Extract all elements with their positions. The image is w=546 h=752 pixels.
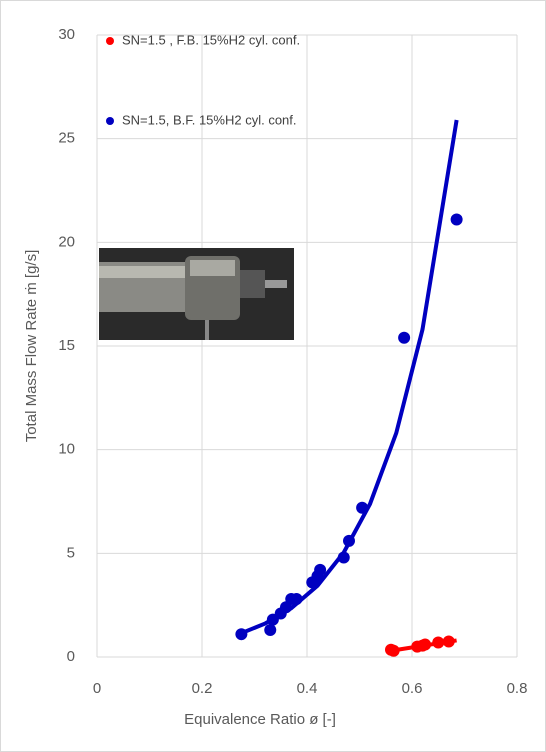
- data-point: [432, 636, 445, 649]
- legend-marker: [106, 117, 114, 125]
- data-point: [450, 213, 463, 226]
- photo: [99, 248, 294, 340]
- data-point: [264, 624, 277, 637]
- y-axis-title: Total Mass Flow Rate ṁ [g/s]: [23, 250, 40, 443]
- legend-label: SN=1.5 , F.B. 15%H2 cyl. conf.: [122, 32, 300, 47]
- y-tick-label: 30: [58, 26, 75, 43]
- data-point: [235, 628, 248, 641]
- y-tick-label: 15: [58, 337, 75, 354]
- data-point: [337, 551, 350, 564]
- y-tick-label: 5: [67, 544, 75, 561]
- data-point: [343, 534, 355, 547]
- legend-marker: [106, 37, 114, 45]
- x-axis-title: Equivalence Ratio ø [-]: [184, 711, 336, 728]
- data-point: [419, 638, 432, 651]
- legend: SN=1.5 , F.B. 15%H2 cyl. conf. SN=1.5, B.…: [106, 32, 300, 127]
- legend-label: SN=1.5, B.F. 15%H2 cyl. conf.: [122, 112, 297, 127]
- data-point: [314, 563, 327, 576]
- x-tick-label: 0: [93, 680, 101, 697]
- x-tick-label: 0.6: [402, 680, 423, 697]
- y-tick-label: 20: [58, 233, 75, 250]
- data-point: [387, 644, 400, 657]
- data-point: [398, 331, 411, 344]
- x-tick-label: 0.4: [297, 680, 318, 697]
- x-tick-label: 0.2: [192, 680, 213, 697]
- y-tick-label: 25: [58, 130, 75, 147]
- data-point: [356, 501, 369, 514]
- x-tick-label: 0.8: [507, 680, 528, 697]
- data-point: [442, 635, 455, 648]
- y-tick-label: 10: [58, 441, 75, 458]
- data-point: [290, 592, 303, 605]
- y-tick-label: 0: [67, 648, 75, 665]
